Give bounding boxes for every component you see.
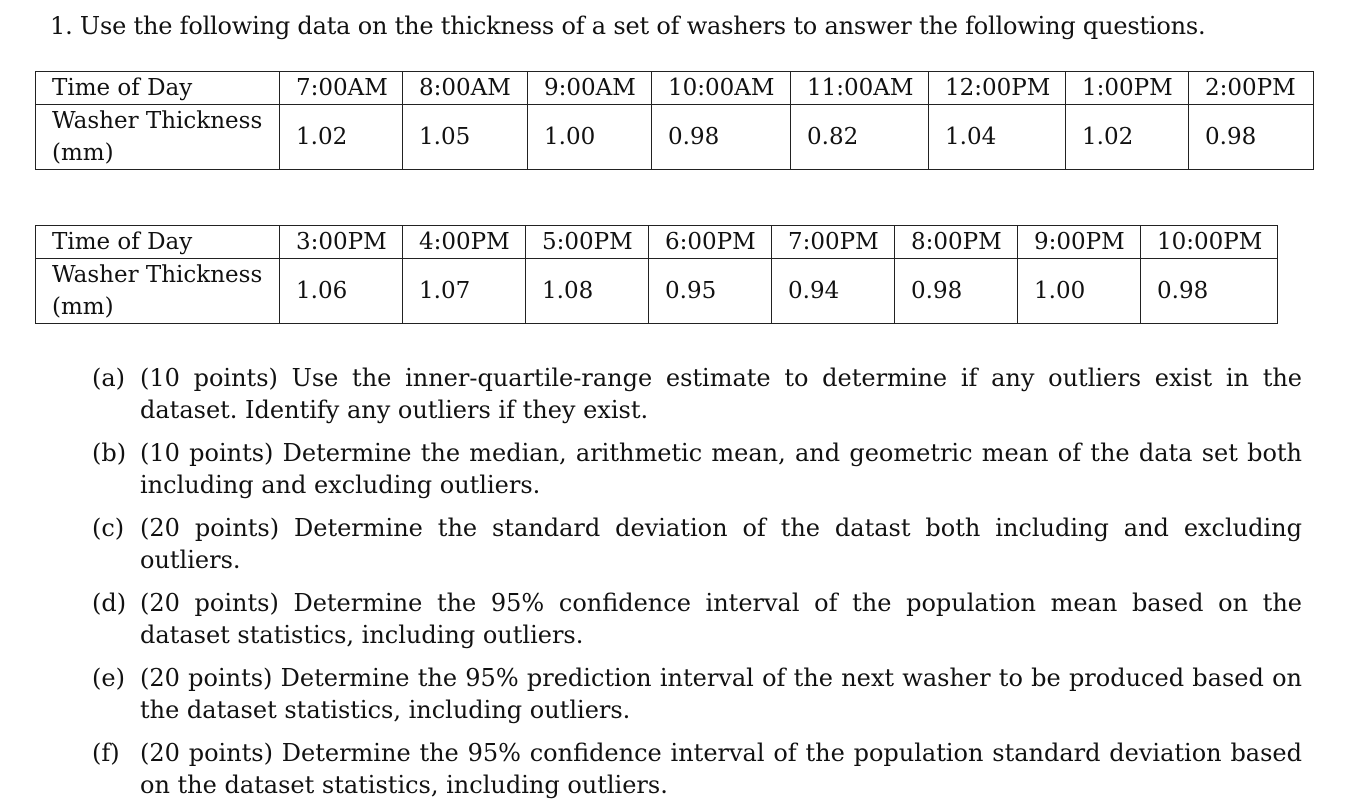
part-tag: (b) [92,439,127,467]
table-row-thickness: Washer Thickness (mm) 1.06 1.07 1.08 0.9… [35,258,1278,324]
value-cell: 1.00 [527,104,652,170]
table-row-thickness: Washer Thickness (mm) 1.02 1.05 1.00 0.9… [35,104,1314,170]
row-header-thickness: Washer Thickness (mm) [35,104,280,170]
time-cell: 5:00PM [525,225,649,259]
value-cell: 0.94 [771,258,895,324]
value-cell: 0.98 [1140,258,1278,324]
document-page: 1. Use the following data on the thickne… [35,12,1314,799]
list-item: (e) (20 points) Determine the 95% predic… [92,662,1302,726]
part-text: (20 points) Determine the 95% confidence… [140,739,1302,799]
question-parts-list: (a) (10 points) Use the inner-quartile-r… [92,362,1302,812]
time-cell: 12:00PM [928,71,1066,105]
time-cell: 11:00AM [790,71,929,105]
row-header-time: Time of Day [35,71,280,105]
time-cell: 1:00PM [1065,71,1189,105]
value-cell: 0.82 [790,104,929,170]
part-text: (20 points) Determine the 95% prediction… [140,664,1302,724]
list-item: (c) (20 points) Determine the standard d… [92,512,1302,576]
value-cell: 1.06 [279,258,403,324]
value-cell: 1.02 [1065,104,1189,170]
time-cell: 9:00AM [527,71,652,105]
time-cell: 10:00PM [1140,225,1278,259]
time-cell: 4:00PM [402,225,526,259]
part-text: (10 points) Use the inner-quartile-range… [140,364,1302,424]
row-header-time: Time of Day [35,225,280,259]
value-cell: 0.98 [1188,104,1314,170]
question-title: 1. Use the following data on the thickne… [50,12,1206,40]
part-tag: (d) [92,589,127,617]
time-cell: 8:00AM [402,71,528,105]
part-tag: (e) [92,664,125,692]
table-row-time: Time of Day 7:00AM 8:00AM 9:00AM 10:00AM… [35,71,1314,105]
row-header-thickness: Washer Thickness (mm) [35,258,280,324]
part-text: (20 points) Determine the standard devia… [140,514,1302,574]
time-cell: 2:00PM [1188,71,1314,105]
washer-table-2: Time of Day 3:00PM 4:00PM 5:00PM 6:00PM … [35,225,1278,324]
value-cell: 1.02 [279,104,403,170]
time-cell: 10:00AM [651,71,791,105]
list-item: (f) (20 points) Determine the 95% confid… [92,737,1302,801]
value-cell: 0.98 [894,258,1018,324]
part-tag: (a) [92,364,126,392]
value-cell: 1.04 [928,104,1066,170]
part-text: (10 points) Determine the median, arithm… [140,439,1302,499]
time-cell: 3:00PM [279,225,403,259]
time-cell: 7:00PM [771,225,895,259]
list-item: (b) (10 points) Determine the median, ar… [92,437,1302,501]
value-cell: 1.00 [1017,258,1141,324]
list-item: (d) (20 points) Determine the 95% confid… [92,587,1302,651]
value-cell: 1.05 [402,104,528,170]
value-cell: 1.07 [402,258,526,324]
time-cell: 8:00PM [894,225,1018,259]
list-item: (a) (10 points) Use the inner-quartile-r… [92,362,1302,426]
time-cell: 7:00AM [279,71,403,105]
washer-table-1: Time of Day 7:00AM 8:00AM 9:00AM 10:00AM… [35,71,1314,170]
value-cell: 0.98 [651,104,791,170]
table-row-time: Time of Day 3:00PM 4:00PM 5:00PM 6:00PM … [35,225,1278,259]
part-tag: (c) [92,514,125,542]
time-cell: 9:00PM [1017,225,1141,259]
part-text: (20 points) Determine the 95% confidence… [140,589,1302,649]
time-cell: 6:00PM [648,225,772,259]
value-cell: 1.08 [525,258,649,324]
value-cell: 0.95 [648,258,772,324]
part-tag: (f) [92,739,120,767]
